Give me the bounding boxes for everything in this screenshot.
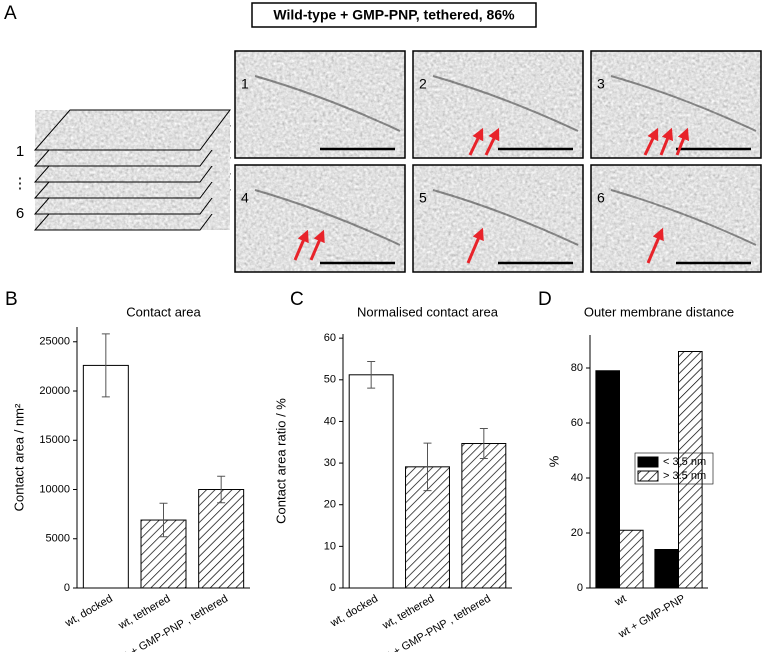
arrow	[293, 229, 309, 261]
membrane	[432, 189, 579, 246]
bar	[198, 489, 245, 589]
tomogram-grid: 1 2 3 4 5 6	[234, 50, 762, 273]
panel-title: Wild-type + GMP-PNP, tethered, 86%	[273, 7, 515, 23]
membrane	[610, 189, 757, 246]
membrane	[432, 75, 579, 132]
slice-stack	[33, 109, 231, 231]
x-tick-label: wt	[612, 593, 628, 609]
legend-swatch	[637, 470, 659, 482]
arrow	[643, 127, 659, 156]
stack-label: 1	[16, 143, 24, 160]
y-tick-label: 60	[571, 417, 583, 429]
tomogram-border	[590, 164, 762, 273]
legend-label: < 3.5 nm	[663, 456, 706, 468]
y-tick-label: 20000	[39, 385, 70, 397]
panel-label: C	[290, 289, 304, 310]
image-label: 4	[241, 190, 249, 206]
error-bar	[479, 428, 488, 460]
bar	[619, 529, 644, 589]
arrow	[646, 227, 664, 264]
tomogram	[235, 165, 405, 272]
stack-label: 6	[16, 205, 24, 222]
y-tick-label: 50	[324, 374, 336, 386]
membrane	[610, 75, 757, 132]
y-tick-label: 20	[324, 499, 336, 511]
image-label: 5	[419, 190, 427, 206]
y-tick-label: 60	[324, 332, 336, 344]
panel-label: B	[5, 289, 18, 310]
stack-label: ⋮	[13, 175, 28, 192]
tomogram-border	[412, 50, 584, 159]
bar	[348, 374, 394, 589]
image-label: 1	[241, 76, 249, 92]
title-box	[251, 2, 537, 28]
arrow	[659, 127, 674, 156]
membrane	[254, 75, 401, 132]
bar	[654, 549, 680, 589]
arrow	[484, 127, 500, 156]
slice-outline	[33, 109, 231, 151]
y-tick-label: 0	[64, 582, 70, 594]
y-tick-label: 5000	[46, 533, 70, 545]
error-bar	[217, 475, 226, 504]
tomogram	[413, 51, 583, 158]
y-tick-label: 0	[577, 582, 583, 594]
arrow	[466, 227, 484, 264]
image-label: 6	[597, 190, 605, 206]
error-bar	[423, 442, 432, 492]
membrane	[254, 189, 401, 246]
y-tick-label: 10	[324, 540, 336, 552]
panel-label: D	[538, 289, 552, 310]
y-tick-label: 30	[324, 457, 336, 469]
arrow	[309, 229, 325, 261]
panel-label: A	[4, 3, 17, 24]
y-tick-label: 25000	[39, 336, 70, 348]
y-tick-label: 40	[324, 415, 336, 427]
legend-box	[634, 452, 714, 485]
image-label: 3	[597, 76, 605, 92]
x-tick-label: wt, docked	[328, 593, 380, 630]
y-tick-label: 0	[330, 582, 336, 594]
legend-label: > 3.5 nm	[663, 470, 706, 482]
bar	[595, 370, 621, 589]
x-tick-label: wt, docked	[62, 593, 114, 630]
y-tick-label: 40	[571, 472, 583, 484]
error-bar	[367, 360, 376, 389]
tomogram	[413, 165, 583, 272]
y-axis-title: Contact area ratio / %	[273, 398, 288, 524]
arrow	[675, 127, 690, 156]
tomogram	[591, 51, 761, 158]
tomogram-border	[234, 164, 406, 273]
chart-title: Contact area	[126, 304, 201, 319]
tomogram	[591, 165, 761, 272]
y-tick-label: 20	[571, 527, 583, 539]
arrow	[468, 127, 484, 156]
tomogram-border	[590, 50, 762, 159]
y-tick-label: 80	[571, 362, 583, 374]
tomogram-border	[412, 164, 584, 273]
error-bar	[101, 333, 110, 398]
image-label: 2	[419, 76, 427, 92]
y-axis-title: %	[546, 455, 561, 467]
chart-title: Normalised contact area	[357, 304, 499, 319]
bar	[82, 364, 129, 589]
y-axis-title: Contact area / nm²	[11, 403, 26, 511]
y-tick-label: 10000	[39, 483, 70, 495]
legend-swatch	[637, 456, 659, 468]
y-tick-label: 15000	[39, 434, 70, 446]
chart-title: Outer membrane distance	[584, 304, 734, 319]
bar	[461, 443, 507, 589]
tomogram-border	[234, 50, 406, 159]
bar	[678, 351, 703, 589]
error-bar	[159, 502, 168, 538]
tomogram	[235, 51, 405, 158]
